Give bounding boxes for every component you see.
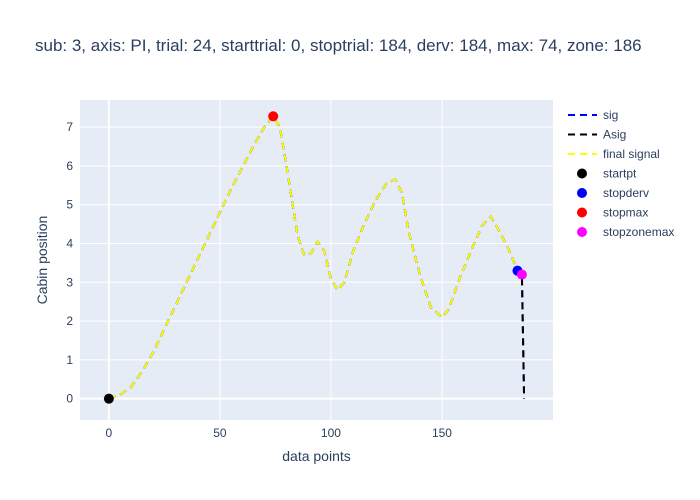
x-tick-label: 0 <box>106 426 113 440</box>
chart-title: sub: 3, axis: PI, trial: 24, starttrial:… <box>35 36 642 55</box>
y-axis-title: Cabin position <box>34 216 50 305</box>
series-line-final-signal <box>108 115 523 400</box>
legend-label: stopderv <box>603 186 649 200</box>
legend-label: stopmax <box>603 206 648 220</box>
legend-label: sig <box>603 108 618 122</box>
legend-item-sig[interactable]: sig <box>568 108 618 122</box>
legend-swatch-marker <box>577 227 587 237</box>
y-tick-label: 7 <box>66 120 73 134</box>
series-lines <box>108 115 526 400</box>
legend-swatch-marker <box>577 207 587 218</box>
legend-label: Asig <box>603 128 626 142</box>
legend-swatch-marker <box>577 168 587 179</box>
marker-stopmax <box>268 111 279 122</box>
x-axis-title: data points <box>282 448 351 464</box>
marker-stopzonemax <box>516 269 527 280</box>
plot-area <box>80 100 553 420</box>
tick-labels: 0 50 100 150 0 1 2 3 4 5 6 7 <box>66 120 452 440</box>
legend-item-stopzonemax[interactable]: stopzonemax <box>577 225 674 239</box>
x-tick-label: 100 <box>321 426 341 440</box>
y-tick-label: 6 <box>66 159 73 173</box>
legend-item-stopderv[interactable]: stopderv <box>577 186 649 200</box>
series-markers <box>103 111 527 404</box>
y-tick-label: 5 <box>66 198 73 212</box>
x-tick-label: 150 <box>432 426 452 440</box>
y-tick-label: 4 <box>66 237 73 251</box>
legend[interactable]: sig Asig final signal startpt stopderv stopma… <box>568 108 674 239</box>
y-tick-label: 1 <box>66 353 73 367</box>
legend-label: final signal <box>603 147 660 161</box>
y-tick-label: 0 <box>66 392 73 406</box>
y-tick-label: 3 <box>66 275 73 289</box>
legend-label: startpt <box>603 167 637 181</box>
legend-item-final-signal[interactable]: final signal <box>568 147 660 161</box>
legend-label: stopzonemax <box>603 225 674 239</box>
y-tick-label: 2 <box>66 314 73 328</box>
legend-swatch-marker <box>577 188 587 198</box>
legend-item-asig[interactable]: Asig <box>568 128 626 142</box>
marker-startpt <box>103 393 114 404</box>
x-tick-label: 50 <box>213 426 227 440</box>
legend-item-stopmax[interactable]: stopmax <box>577 206 648 220</box>
legend-item-startpt[interactable]: startpt <box>577 167 637 181</box>
